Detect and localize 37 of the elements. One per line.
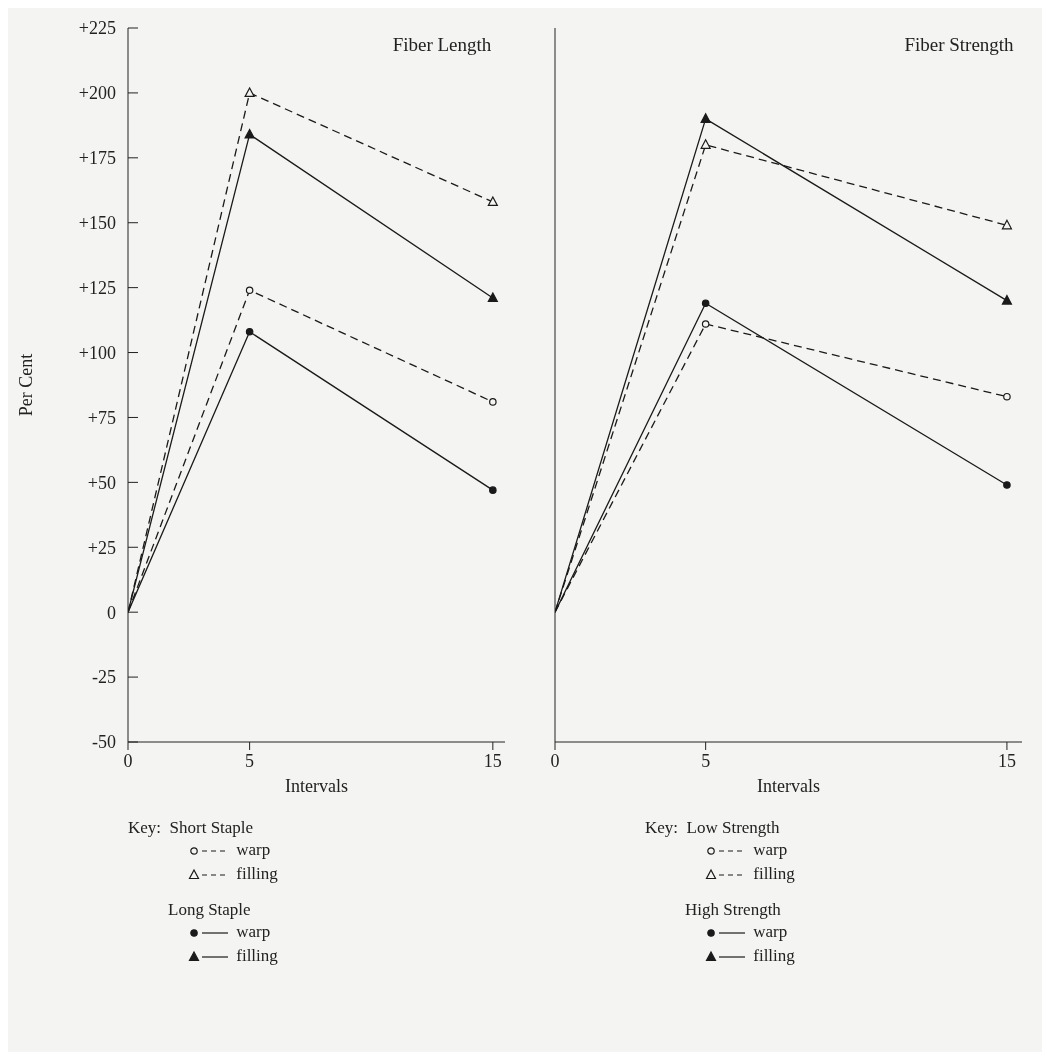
text: Long Staple [168,900,251,919]
text: Short Staple [169,818,254,837]
legend-title: Key: [645,818,680,837]
y-tick-label: +125 [78,278,116,299]
y-tick-label: +175 [78,148,116,169]
x-tick-label: 0 [123,750,133,771]
legend-label: filling [236,864,278,883]
chart-title: Fiber Length [391,33,493,57]
x-tick-label: 5 [245,750,255,771]
y-tick-label: +225 [78,18,116,39]
y-tick-label: +150 [78,213,116,234]
y-tick-label: +100 [78,342,116,363]
text: Low Strength [686,818,780,837]
x-tick-label: 5 [701,750,711,771]
x-tick-label: 0 [550,750,560,771]
legend-label: filling [753,946,795,965]
x-tick-label: 15 [483,750,502,771]
x-axis-title: Intervals [285,776,348,796]
legend-label: filling [236,946,278,965]
chart-title: Fiber Strength [904,33,1014,57]
legend-label: warp [236,922,271,941]
y-tick-label: -50 [92,732,116,753]
y-tick-label: +25 [87,537,116,558]
y-tick-label: +75 [87,407,116,428]
legend-label: warp [753,922,788,941]
y-tick-label: -25 [92,667,116,688]
legend-label: warp [236,840,271,859]
legend-label: filling [753,864,795,883]
y-tick-label: +200 [78,83,116,104]
y-tick-label: 0 [107,602,116,623]
x-tick-label: 15 [997,750,1016,771]
legend-title: Key: [128,818,163,837]
legend-label: warp [753,840,788,859]
text: High Strength [685,900,781,919]
y-tick-label: +50 [87,472,116,493]
y-axis-title: Per Cent [16,353,37,417]
x-axis-title: Intervals [757,776,820,796]
